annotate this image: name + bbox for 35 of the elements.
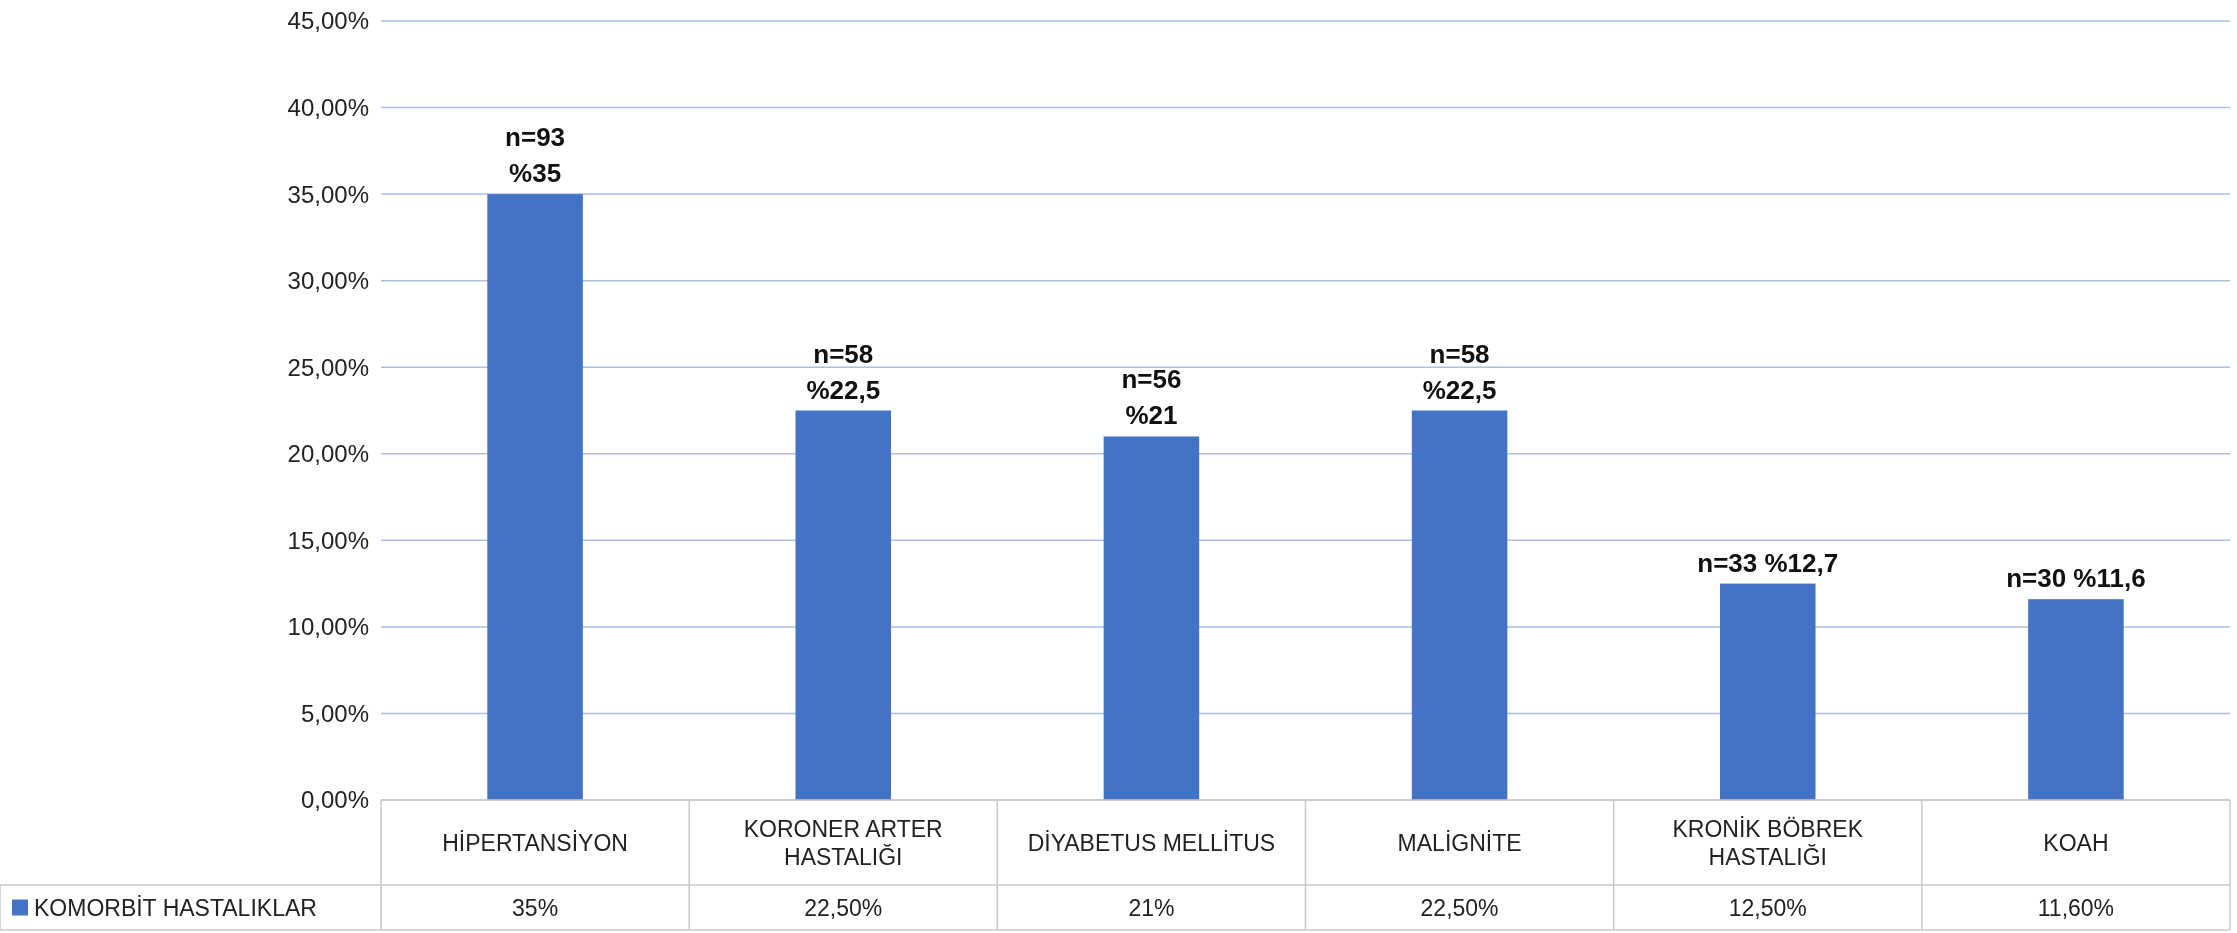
legend-label: KOMORBİT HASTALIKLAR <box>34 894 317 921</box>
x-tick-label: KOAH <box>2043 829 2109 856</box>
y-tick-label: 20,00% <box>287 440 369 468</box>
y-tick-label: 10,00% <box>287 613 369 641</box>
data-label: 22,50% <box>804 894 883 921</box>
y-tick-label: 5,00% <box>300 699 369 727</box>
data-label: 12,50% <box>1728 894 1807 921</box>
y-tick-label: 45,00% <box>287 7 369 35</box>
x-tick-label: MALİGNİTE <box>1397 829 1522 856</box>
y-tick-label: 0,00% <box>300 786 369 814</box>
bar <box>1719 583 1816 800</box>
data-label: 35% <box>512 894 559 921</box>
annotation: n=56 %21 <box>1121 364 1182 431</box>
x-tick-label: KORONER ARTER HASTALIĞI <box>743 815 943 870</box>
bar <box>487 194 583 800</box>
data-label: 21% <box>1128 894 1175 921</box>
annotation: n=58 %22,5 <box>806 338 881 405</box>
y-tick-label: 25,00% <box>287 353 369 381</box>
bar <box>1103 436 1200 800</box>
annotation: n=33 %12,7 <box>1697 547 1839 578</box>
y-tick-label: 30,00% <box>287 267 369 295</box>
bar <box>1411 410 1508 800</box>
annotation: n=93 %35 <box>505 122 566 189</box>
data-label: 11,60% <box>2037 894 2115 921</box>
x-tick-label: KRONİK BÖBREK HASTALIĞI <box>1672 815 1864 870</box>
y-tick-label: 40,00% <box>287 93 369 121</box>
x-tick-label: HİPERTANSİYON <box>442 829 628 856</box>
annotation: n=58 %22,5 <box>1422 338 1497 405</box>
y-tick-label: 35,00% <box>287 180 369 208</box>
bar <box>2028 599 2124 800</box>
data-label: 22,50% <box>1420 894 1499 921</box>
annotation: n=30 %11,6 <box>2006 563 2146 594</box>
bar <box>795 410 892 800</box>
y-tick-label: 15,00% <box>287 526 369 554</box>
x-tick-label: DİYABETUS MELLİTUS <box>1027 829 1276 856</box>
